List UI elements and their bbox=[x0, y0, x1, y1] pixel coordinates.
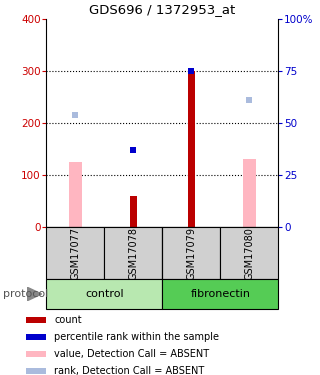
Bar bbox=[162, 227, 220, 279]
Text: value, Detection Call = ABSENT: value, Detection Call = ABSENT bbox=[54, 349, 210, 359]
Bar bbox=[26, 351, 46, 357]
Text: GSM17079: GSM17079 bbox=[186, 226, 196, 280]
Text: rank, Detection Call = ABSENT: rank, Detection Call = ABSENT bbox=[54, 366, 205, 375]
Polygon shape bbox=[27, 287, 42, 301]
Bar bbox=[26, 334, 46, 340]
Bar bbox=[104, 227, 162, 279]
Bar bbox=[243, 159, 256, 227]
Bar bbox=[46, 279, 162, 309]
Bar bbox=[220, 227, 278, 279]
Text: GSM17078: GSM17078 bbox=[128, 226, 138, 280]
Text: GSM17077: GSM17077 bbox=[70, 226, 80, 280]
Text: protocol: protocol bbox=[3, 290, 48, 299]
Text: control: control bbox=[85, 290, 124, 299]
Text: percentile rank within the sample: percentile rank within the sample bbox=[54, 332, 220, 342]
Bar bbox=[162, 279, 278, 309]
Bar bbox=[130, 196, 137, 227]
Bar bbox=[26, 317, 46, 323]
Bar bbox=[26, 368, 46, 374]
Bar bbox=[69, 162, 82, 227]
Text: GSM17080: GSM17080 bbox=[244, 226, 254, 280]
Bar bbox=[188, 71, 195, 227]
Title: GDS696 / 1372953_at: GDS696 / 1372953_at bbox=[89, 3, 236, 16]
Text: fibronectin: fibronectin bbox=[190, 290, 250, 299]
Bar bbox=[46, 227, 104, 279]
Text: count: count bbox=[54, 315, 82, 325]
